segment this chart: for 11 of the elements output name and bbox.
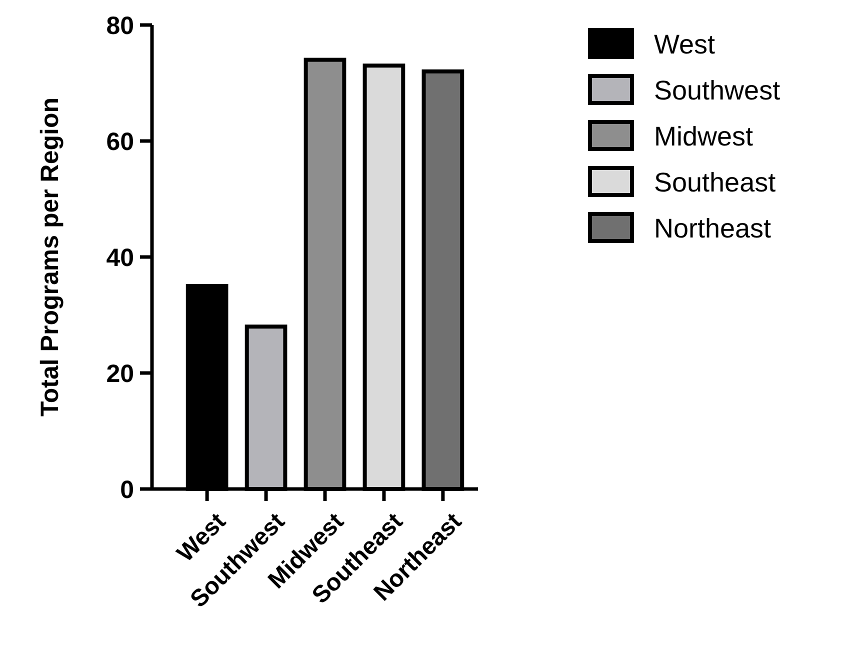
legend-label: Midwest [654,121,754,152]
y-tick-label: 0 [120,476,134,504]
legend-label: Northeast [654,213,772,244]
y-axis-title: Total Programs per Region [36,97,64,417]
y-tick-label: 80 [106,12,134,40]
y-tick-label: 20 [106,360,134,388]
legend-label: Southeast [654,167,776,198]
legend-label: West [654,29,716,60]
y-tick-label: 40 [106,244,134,272]
y-tick-label: 60 [106,128,134,156]
legend-label: Southwest [654,75,781,106]
